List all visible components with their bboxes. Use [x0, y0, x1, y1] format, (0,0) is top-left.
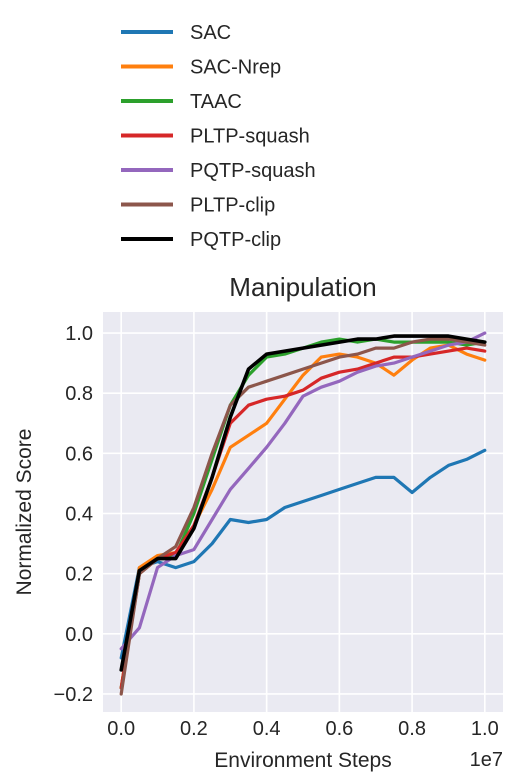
y-tick-label: 0.0 — [65, 624, 93, 646]
x-tick-label: 0.6 — [325, 718, 353, 740]
x-tick-label: 0.8 — [398, 718, 426, 740]
legend-label: PQTP-clip — [190, 229, 281, 251]
y-tick-label: 0.6 — [65, 443, 93, 465]
x-tick-label: 0.2 — [180, 718, 208, 740]
series-line — [119, 334, 487, 672]
legend-entry: SAC — [121, 22, 231, 44]
legend-label: TAAC — [190, 91, 242, 113]
legend-label: SAC — [190, 22, 231, 44]
y-tick-label: −0.2 — [54, 684, 93, 706]
x-axis-offset-label: 1e7 — [470, 749, 503, 771]
x-tick-labels: 0.0 0.2 0.4 0.6 0.8 1.0 — [107, 718, 498, 740]
legend-label: PLTP-clip — [190, 195, 275, 217]
series-line — [119, 346, 487, 690]
plot-background — [103, 312, 503, 712]
plot-area — [103, 312, 503, 712]
series-line — [119, 448, 487, 660]
legend-entry: SAC-Nrep — [121, 57, 281, 79]
legend-label: PQTP-squash — [190, 160, 316, 182]
legend-label: SAC-Nrep — [190, 57, 281, 79]
legend: SAC SAC-Nrep TAAC PLTP-squash PQTP-squash PLT… — [121, 22, 316, 251]
series-line — [119, 337, 487, 696]
legend-entry: TAAC — [121, 91, 242, 113]
series-lines — [119, 331, 487, 696]
y-tick-labels: −0.2 0.0 0.2 0.4 0.6 0.8 1.0 — [54, 323, 93, 706]
x-tick-label: 0.4 — [253, 718, 281, 740]
y-tick-label: 0.8 — [65, 383, 93, 405]
y-tick-label: 1.0 — [65, 323, 93, 345]
x-tick-label: 1.0 — [471, 718, 499, 740]
y-tick-label: 0.4 — [65, 504, 93, 526]
x-axis-label: Environment Steps — [214, 749, 391, 772]
y-tick-label: 0.2 — [65, 564, 93, 586]
legend-entry: PLTP-clip — [121, 195, 275, 217]
x-tick-label: 0.0 — [107, 718, 135, 740]
legend-entry: PQTP-clip — [121, 229, 281, 251]
series-line — [119, 331, 487, 651]
legend-entry: PQTP-squash — [121, 160, 316, 182]
legend-entry: PLTP-squash — [121, 126, 310, 148]
y-axis-label: Normalized Score — [13, 429, 36, 596]
grid — [103, 312, 503, 712]
legend-label: PLTP-squash — [190, 126, 310, 148]
chart-title: Manipulation — [229, 272, 376, 302]
